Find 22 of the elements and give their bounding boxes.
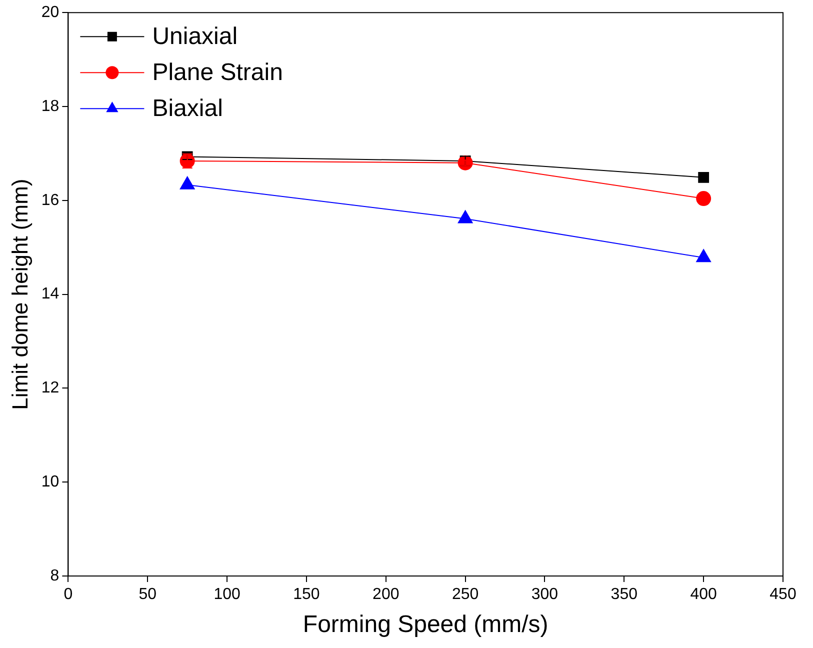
x-tick-label: 450 bbox=[770, 586, 796, 604]
x-tick-label: 400 bbox=[690, 586, 718, 604]
y-tick-label: 14 bbox=[41, 286, 60, 303]
y-tick-label: 16 bbox=[41, 192, 60, 209]
x-tick-label: 150 bbox=[293, 586, 320, 604]
x-tick-label: 350 bbox=[610, 586, 638, 604]
x-tick-label: 0 bbox=[64, 586, 73, 604]
y-tick-label: 12 bbox=[41, 380, 60, 397]
x-tick-label: 50 bbox=[138, 586, 157, 604]
y-axis-title: Limit dome height (mm) bbox=[7, 178, 32, 410]
x-tick-label: 200 bbox=[372, 586, 400, 604]
x-axis-title: Forming Speed (mm/s) bbox=[302, 611, 548, 638]
x-tick-label: 100 bbox=[214, 586, 240, 604]
x-tick-label: 300 bbox=[531, 586, 558, 604]
y-tick-label: 18 bbox=[41, 98, 60, 115]
y-tick-label: 10 bbox=[41, 474, 60, 491]
legend-label: Plane Strain bbox=[152, 59, 283, 86]
legend-label: Uniaxial bbox=[152, 23, 238, 50]
y-tick-label: 20 bbox=[41, 4, 60, 22]
x-tick-label: 250 bbox=[452, 586, 479, 604]
legend-label: Biaxial bbox=[152, 95, 223, 122]
y-tick-label: 8 bbox=[50, 567, 60, 584]
